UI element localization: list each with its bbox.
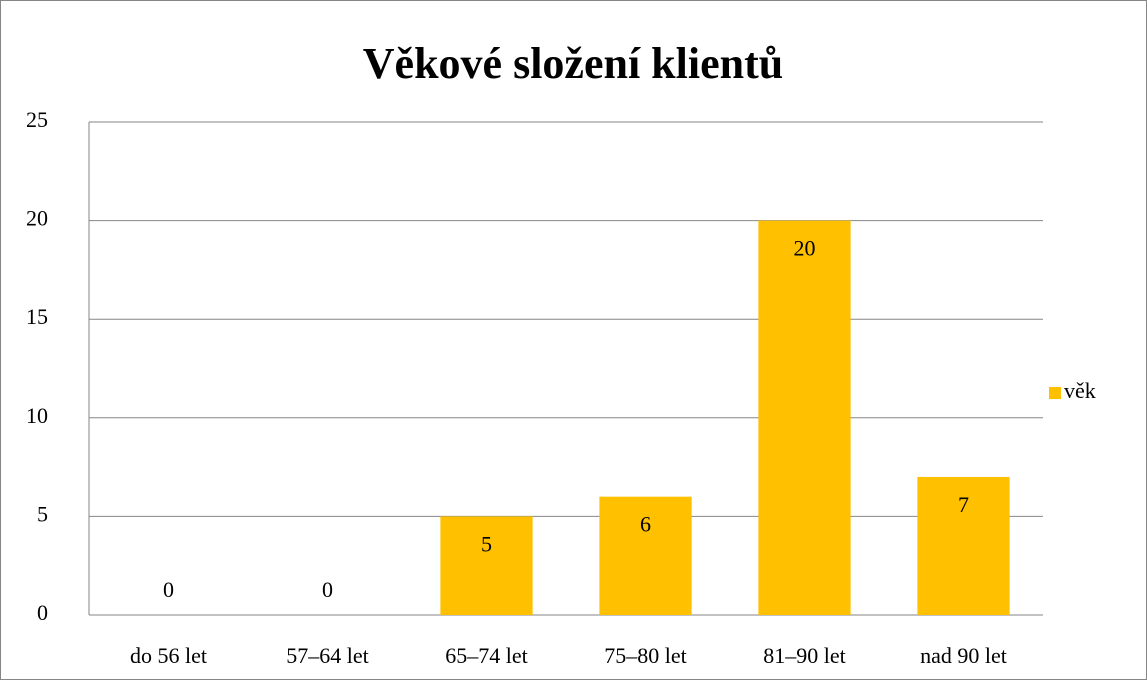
y-tick-label: 25 <box>26 107 48 132</box>
data-label: 20 <box>794 236 816 261</box>
x-tick-label: nad 90 let <box>920 643 1007 668</box>
y-tick-label: 10 <box>26 403 48 428</box>
x-tick-label: do 56 let <box>130 643 207 668</box>
data-label: 5 <box>481 531 492 556</box>
data-label: 0 <box>322 577 333 602</box>
y-tick-label: 0 <box>37 600 48 625</box>
y-tick-label: 5 <box>37 501 48 526</box>
y-tick-label: 20 <box>26 206 48 231</box>
bar <box>599 496 692 615</box>
x-tick-label: 65–74 let <box>445 643 528 668</box>
y-tick-label: 15 <box>26 304 48 329</box>
chart-title: Věkové složení klientů <box>363 39 783 88</box>
legend-swatch <box>1049 387 1061 399</box>
x-tick-label: 57–64 let <box>286 643 369 668</box>
x-tick-label: 81–90 let <box>763 643 846 668</box>
bar <box>758 220 851 615</box>
data-label: 7 <box>958 492 969 517</box>
bar <box>917 476 1010 615</box>
legend-label: věk <box>1064 378 1096 403</box>
bar <box>440 516 533 615</box>
x-tick-label: 75–80 let <box>604 643 687 668</box>
data-label: 0 <box>163 577 174 602</box>
data-label: 6 <box>640 512 651 537</box>
